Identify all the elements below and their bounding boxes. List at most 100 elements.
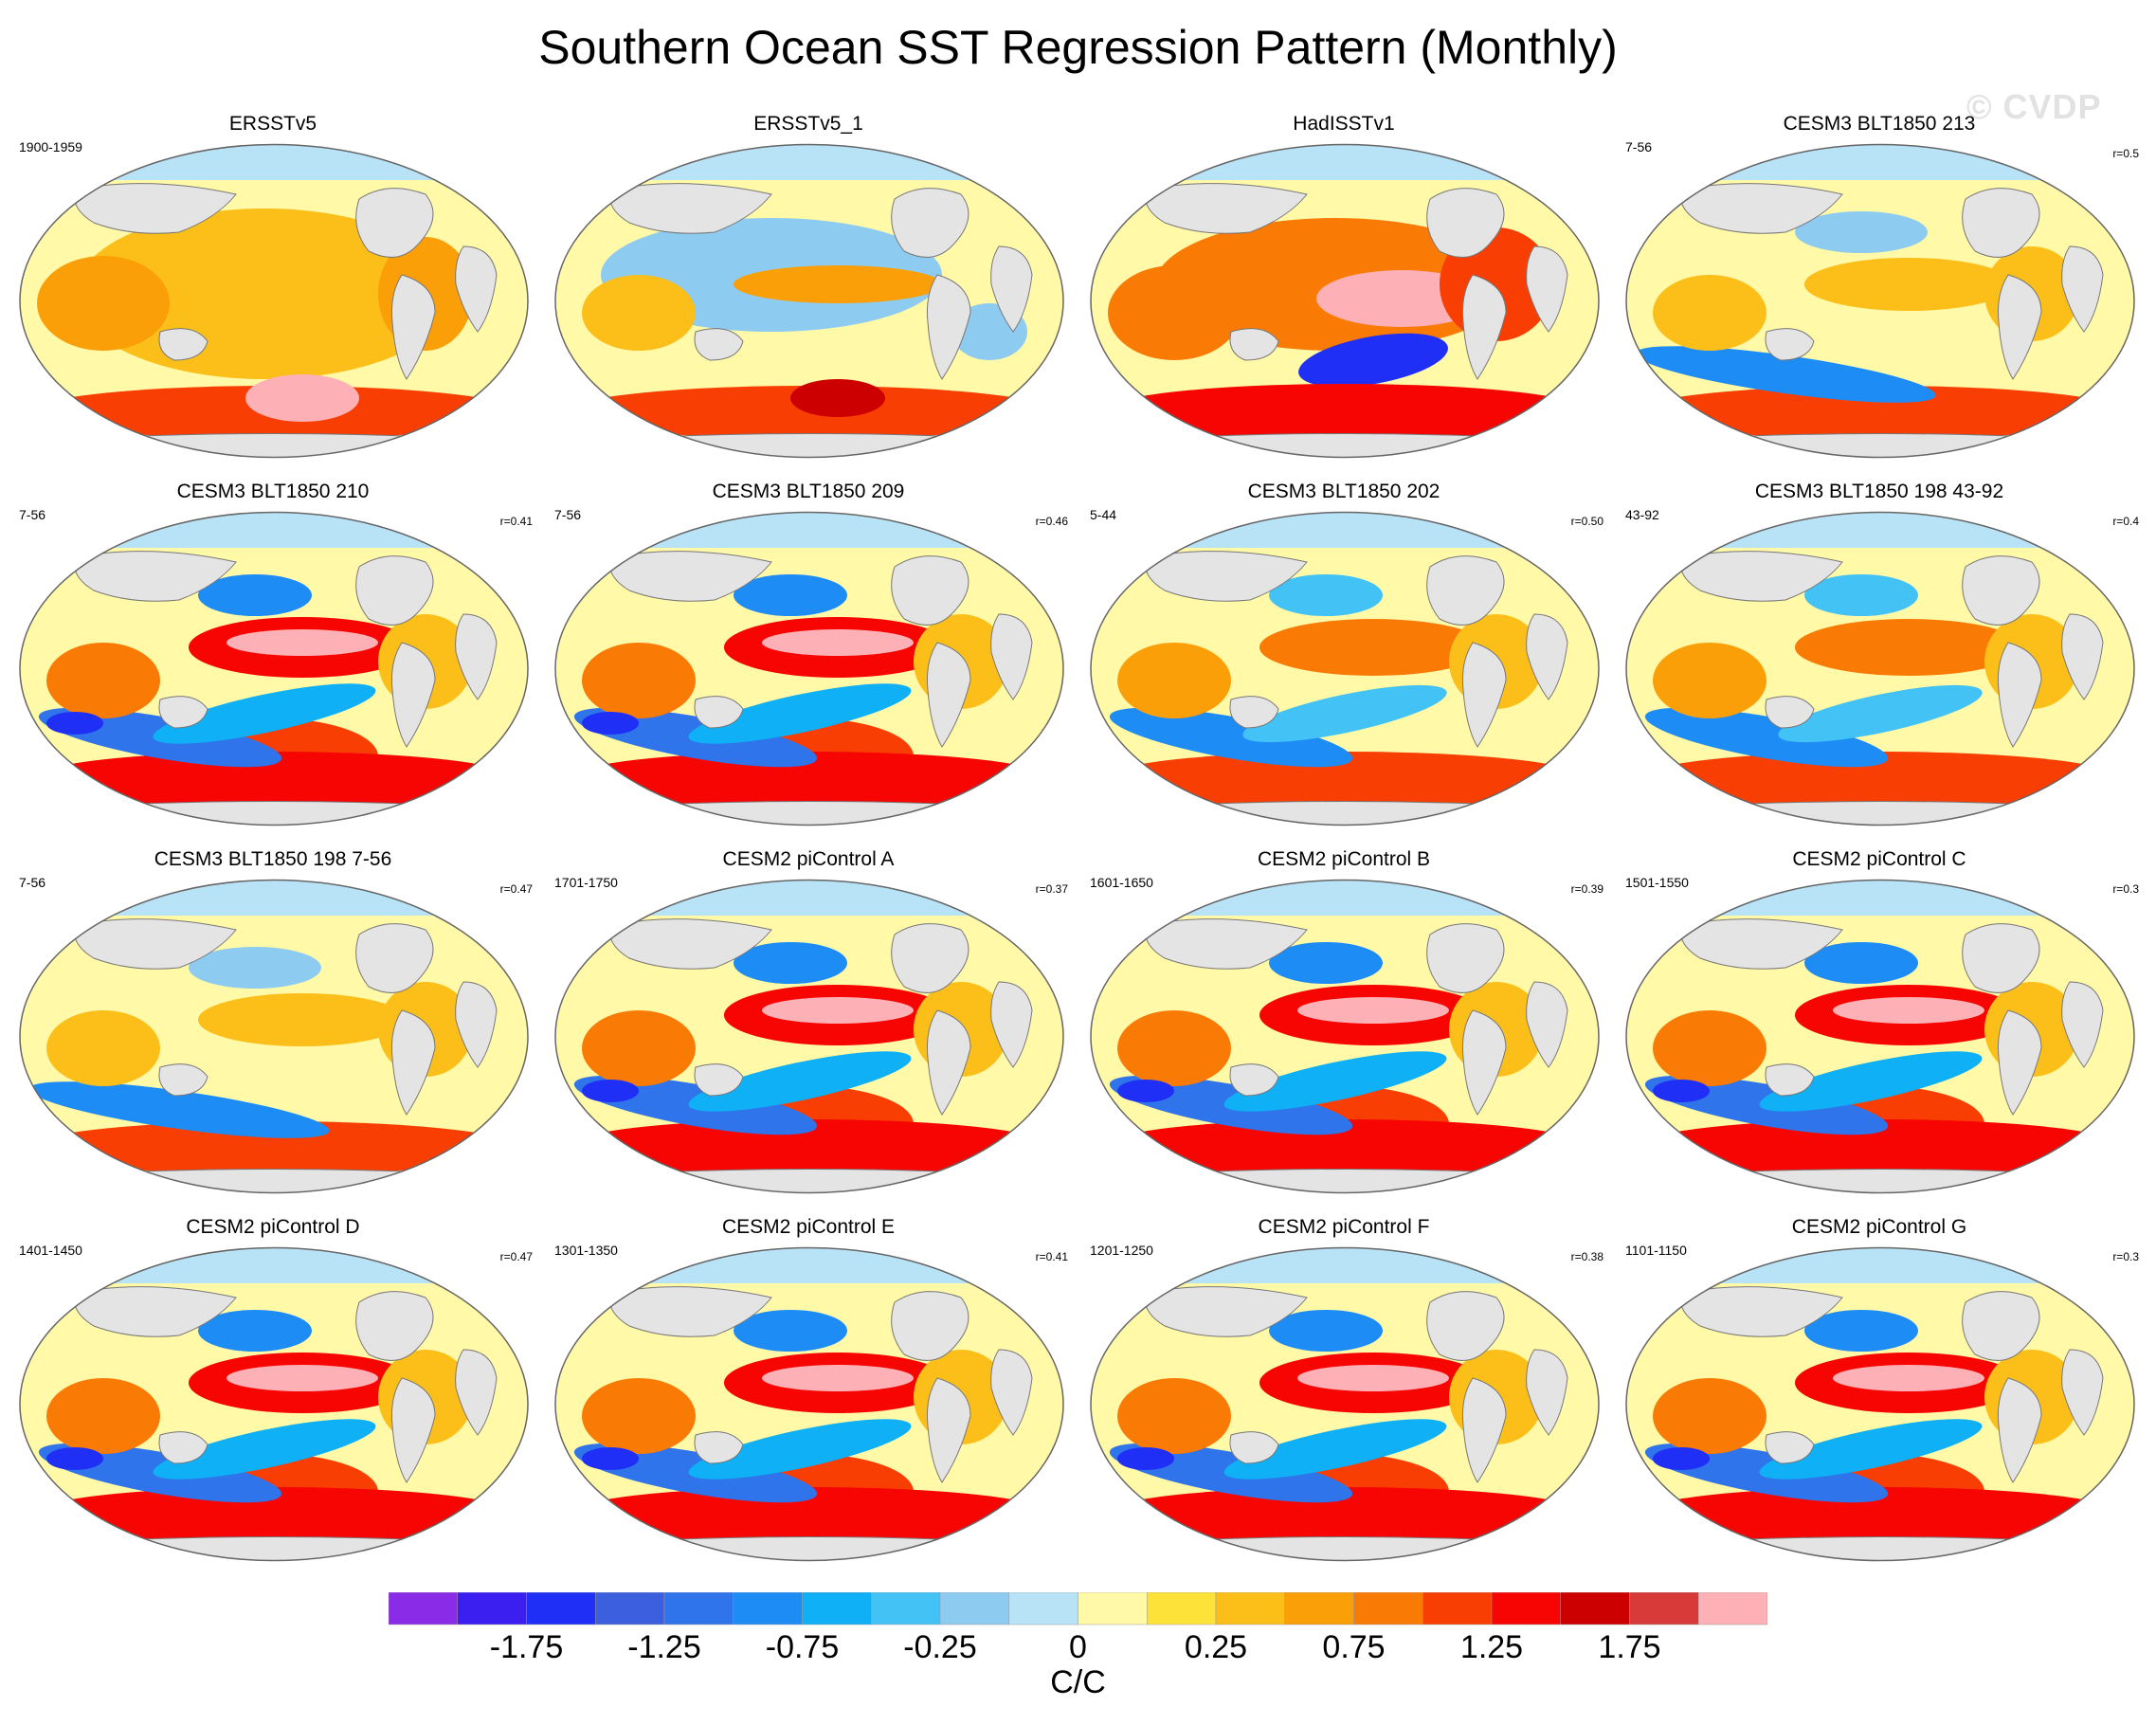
indian-cool-core bbox=[1117, 1080, 1174, 1102]
colorbar-swatch bbox=[1078, 1592, 1148, 1625]
land-south-america bbox=[1998, 1009, 2042, 1116]
panel-correlation: r=0.41 bbox=[499, 515, 533, 528]
land-north-america bbox=[1426, 1291, 1505, 1361]
colorbar-swatch bbox=[389, 1592, 458, 1625]
indian-cool-core bbox=[46, 1447, 103, 1470]
land-antarctica bbox=[581, 1169, 1038, 1193]
land-north-america bbox=[1426, 188, 1505, 258]
sst-map bbox=[1090, 1246, 1600, 1562]
colorbar-tick-label: -0.25 bbox=[903, 1629, 977, 1665]
land-north-america bbox=[1426, 555, 1505, 626]
equatorial-core bbox=[1297, 1365, 1449, 1391]
land-africa bbox=[455, 981, 498, 1068]
equatorial-warm bbox=[734, 265, 942, 303]
map-outline bbox=[19, 1246, 529, 1562]
land-north-america bbox=[1962, 1291, 2040, 1361]
colorbar-swatch bbox=[871, 1592, 941, 1625]
north-pacific-cool bbox=[1804, 942, 1918, 984]
land-north-america bbox=[355, 923, 434, 993]
colorbar-swatch bbox=[1560, 1592, 1630, 1625]
south-pacific-cool bbox=[1778, 684, 1983, 743]
land-asia bbox=[1144, 1286, 1308, 1337]
south-pacific-cool bbox=[1242, 684, 1447, 743]
land-south-america bbox=[1462, 1009, 1507, 1116]
colorbar-swatch bbox=[1008, 1592, 1078, 1625]
map-outline bbox=[19, 879, 529, 1194]
panel-years: 1601-1650 bbox=[1090, 875, 1153, 890]
indian-warm bbox=[46, 1010, 160, 1086]
north-pacific-cool bbox=[734, 942, 847, 984]
land-asia bbox=[608, 183, 772, 234]
land-asia bbox=[1679, 1286, 1843, 1337]
land-antarctica bbox=[45, 433, 502, 458]
panel-title: CESM2 piControl A bbox=[722, 848, 895, 870]
arctic-band bbox=[1091, 144, 1599, 180]
north-pacific-cool bbox=[734, 1310, 847, 1352]
map-outline bbox=[554, 511, 1064, 826]
map-outline bbox=[554, 1246, 1064, 1562]
indian-warm bbox=[1117, 1010, 1231, 1086]
land-asia bbox=[1144, 551, 1308, 602]
colorbar-tick-label: -0.75 bbox=[765, 1629, 840, 1665]
land-africa bbox=[1526, 245, 1568, 333]
arctic-band bbox=[555, 1247, 1063, 1283]
panel-years: 1900-1959 bbox=[19, 139, 82, 154]
equatorial-core bbox=[1833, 1365, 1984, 1391]
arctic-band bbox=[555, 144, 1063, 180]
colorbar-swatch bbox=[1147, 1592, 1217, 1625]
panel-years: 5-44 bbox=[1090, 507, 1117, 522]
land-australia bbox=[694, 696, 744, 729]
panel-years: 1501-1550 bbox=[1625, 875, 1689, 890]
map-outline bbox=[1090, 143, 1600, 459]
arctic-band bbox=[1091, 512, 1599, 548]
land-antarctica bbox=[1116, 1536, 1573, 1561]
panel-correlation: r=0.3 bbox=[2112, 1250, 2139, 1263]
map-panel: CESM2 piControl D 1401-1450 r=0.47 bbox=[4, 1215, 542, 1594]
north-pacific-cool bbox=[1795, 211, 1928, 253]
arctic-band bbox=[1626, 880, 2134, 916]
land-australia bbox=[1229, 328, 1279, 361]
southern-cool-band bbox=[1644, 707, 1889, 768]
equatorial-core bbox=[226, 629, 378, 656]
land-australia bbox=[694, 328, 744, 361]
map-outline bbox=[554, 143, 1064, 459]
arctic-band bbox=[555, 512, 1063, 548]
land-australia bbox=[1765, 328, 1815, 361]
map-panel: CESM2 piControl F 1201-1250 r=0.38 bbox=[1075, 1215, 1613, 1594]
land-south-america bbox=[927, 1377, 971, 1483]
arctic-band bbox=[20, 1247, 528, 1283]
panel-correlation: r=0.37 bbox=[1035, 882, 1068, 896]
indian-warm bbox=[1653, 1378, 1766, 1454]
panel-title: CESM3 BLT1850 213 bbox=[1783, 113, 1976, 135]
indian-warm bbox=[582, 1378, 696, 1454]
sst-map bbox=[1090, 143, 1600, 459]
land-south-america bbox=[391, 1009, 436, 1116]
indian-cool-core bbox=[1117, 1447, 1174, 1470]
map-outline bbox=[1625, 879, 2135, 1194]
panel-title: CESM2 piControl B bbox=[1257, 848, 1431, 870]
equatorial-core bbox=[762, 997, 914, 1024]
indian-warm bbox=[1653, 1010, 1766, 1086]
south-pacific-cool bbox=[688, 1419, 912, 1480]
southern-cool-band bbox=[28, 1081, 330, 1138]
indian-cool-core bbox=[1653, 1080, 1710, 1102]
equatorial-warm bbox=[1795, 619, 2022, 676]
land-africa bbox=[990, 981, 1033, 1068]
sst-map bbox=[19, 879, 529, 1194]
panel-title: CESM2 piControl C bbox=[1792, 848, 1966, 870]
land-antarctica bbox=[45, 801, 502, 826]
sst-map bbox=[19, 511, 529, 826]
panel-correlation: r=0.50 bbox=[1570, 515, 1603, 528]
map-panel: ERSSTv5 1900-1959 bbox=[4, 112, 542, 491]
equatorial-core bbox=[762, 1365, 914, 1391]
colorbar-swatch bbox=[1491, 1592, 1561, 1625]
sst-map bbox=[1625, 511, 2135, 826]
colorbar-tick-label: 0.25 bbox=[1184, 1629, 1248, 1665]
map-outline bbox=[554, 879, 1064, 1194]
figure-title: Southern Ocean SST Regression Pattern (M… bbox=[538, 21, 1618, 74]
map-panel: CESM3 BLT1850 210 7-56 r=0.41 bbox=[4, 480, 542, 859]
land-australia bbox=[1765, 1063, 1815, 1097]
map-panel: CESM3 BLT1850 209 7-56 r=0.46 bbox=[539, 480, 1078, 859]
south-pacific-core bbox=[245, 374, 359, 422]
panel-years: 7-56 bbox=[554, 507, 582, 522]
